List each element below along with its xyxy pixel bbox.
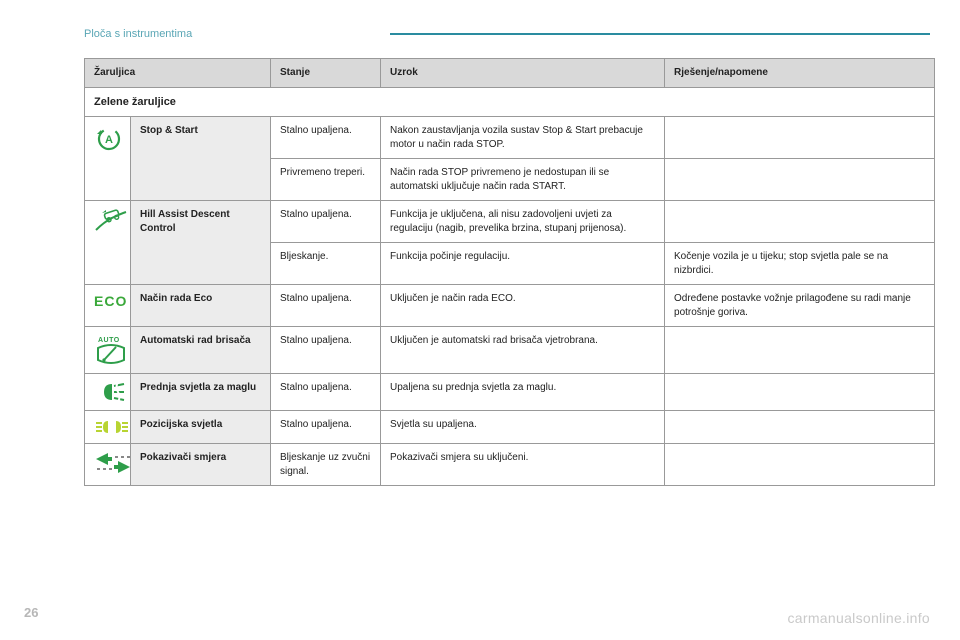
solution-cell: [665, 117, 935, 159]
icon-cell-turn-signals: [85, 444, 131, 486]
solution-cell: [665, 159, 935, 201]
col-header-state: Stanje: [271, 59, 381, 88]
cause-cell: Svjetla su upaljena.: [381, 411, 665, 444]
page-number: 26: [24, 605, 38, 620]
hill-descent-icon: [94, 208, 128, 234]
header-rule: [390, 33, 930, 35]
cause-cell: Uključen je način rada ECO.: [381, 285, 665, 327]
solution-cell: [665, 201, 935, 243]
cause-cell: Pokazivači smjera su uključeni.: [381, 444, 665, 486]
row-name-eco: Način rada Eco: [131, 285, 271, 327]
row-name-position-lights: Pozicijska svjetla: [131, 411, 271, 444]
icon-cell-front-fog: [85, 374, 131, 411]
section-title: Zelene žaruljice: [85, 87, 935, 117]
state-cell: Stalno upaljena.: [271, 285, 381, 327]
cause-cell: Funkcija je uključena, ali nisu zadovolj…: [381, 201, 665, 243]
icon-cell-auto-wiper: AUTO: [85, 327, 131, 374]
breadcrumb: Ploča s instrumentima: [84, 28, 192, 40]
state-cell: Stalno upaljena.: [271, 374, 381, 411]
col-header-solution: Rješenje/napomene: [665, 59, 935, 88]
front-fog-icon: [94, 381, 126, 403]
footer-text: carmanualsonline.info: [788, 610, 931, 626]
solution-cell: [665, 444, 935, 486]
solution-cell: [665, 327, 935, 374]
state-cell: Stalno upaljena.: [271, 201, 381, 243]
cause-cell: Nakon zaustavljanja vozila sustav Stop &…: [381, 117, 665, 159]
turn-signals-icon: [94, 451, 132, 475]
state-cell: Privremeno treperi.: [271, 159, 381, 201]
solution-cell: Kočenje vozila je u tijeku; stop svjetla…: [665, 243, 935, 285]
state-cell: Stalno upaljena.: [271, 411, 381, 444]
state-cell: Stalno upaljena.: [271, 117, 381, 159]
solution-cell: [665, 374, 935, 411]
col-header-cause: Uzrok: [381, 59, 665, 88]
auto-wiper-icon: AUTO: [94, 334, 128, 366]
state-cell: Bljeskanje.: [271, 243, 381, 285]
solution-cell: Određene postavke vožnje prilagođene su …: [665, 285, 935, 327]
row-name-front-fog: Prednja svjetla za maglu: [131, 374, 271, 411]
col-header-lamp: Žaruljica: [85, 59, 271, 88]
position-lights-icon: [94, 418, 130, 436]
row-name-stop-start: Stop & Start: [131, 117, 271, 201]
cause-cell: Upaljena su prednja svjetla za maglu.: [381, 374, 665, 411]
state-cell: Stalno upaljena.: [271, 327, 381, 374]
icon-cell-stop-start: A: [85, 117, 131, 201]
cause-cell: Funkcija počinje regulaciju.: [381, 243, 665, 285]
row-name-turn-signals: Pokazivači smjera: [131, 444, 271, 486]
icon-cell-eco: ECO: [85, 285, 131, 327]
row-name-auto-wiper: Automatski rad brisača: [131, 327, 271, 374]
stop-start-icon: A: [94, 124, 124, 154]
icon-cell-hill-descent: [85, 201, 131, 285]
row-name-hill-descent: Hill Assist Descent Control: [131, 201, 271, 285]
svg-text:A: A: [105, 134, 113, 146]
warning-lights-table: Žaruljica Stanje Uzrok Rješenje/napomene…: [84, 58, 935, 486]
cause-cell: Način rada STOP privremeno je nedostupan…: [381, 159, 665, 201]
svg-text:ECO: ECO: [94, 293, 127, 309]
cause-cell: Uključen je automatski rad brisača vjetr…: [381, 327, 665, 374]
icon-cell-position-lights: [85, 411, 131, 444]
solution-cell: [665, 411, 935, 444]
svg-text:AUTO: AUTO: [98, 337, 120, 344]
state-cell: Bljeskanje uz zvučni signal.: [271, 444, 381, 486]
eco-icon: ECO: [94, 292, 134, 310]
